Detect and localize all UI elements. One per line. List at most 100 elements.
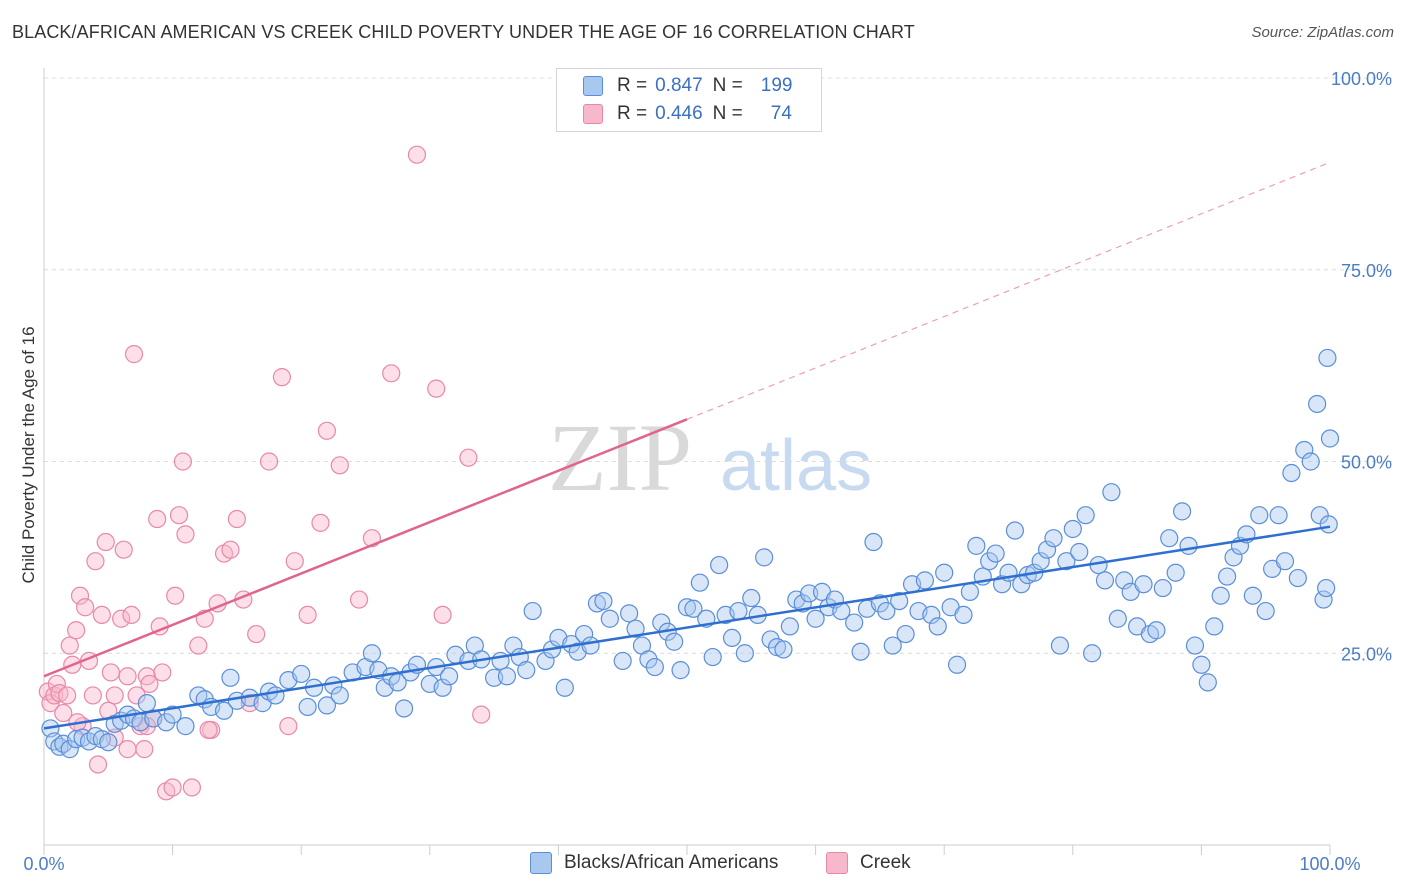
creek-point — [118, 740, 137, 759]
creek-point — [349, 590, 369, 609]
black-point — [1282, 463, 1301, 483]
black-point — [163, 705, 182, 724]
creek-point — [298, 605, 317, 625]
black-point — [690, 573, 709, 592]
black-point — [851, 642, 870, 661]
creek-point — [272, 368, 292, 387]
legend-n-label: N = — [712, 75, 743, 96]
y-tick-label: 25.0% — [1341, 644, 1392, 664]
legend-swatch-black — [583, 76, 603, 96]
black-point — [1275, 552, 1295, 571]
black-point — [394, 699, 414, 718]
creek-point — [70, 586, 90, 605]
bottom-legend-label-creek: Creek — [860, 852, 911, 873]
black-point — [954, 605, 973, 625]
creek-point — [259, 452, 279, 471]
source-label: Source: ZipAtlas.com — [1251, 24, 1394, 41]
black-point — [1147, 621, 1166, 640]
black-point — [497, 667, 517, 686]
black-point — [1250, 506, 1269, 525]
black-point — [896, 624, 915, 644]
creek-point — [407, 145, 427, 164]
black-point — [439, 667, 459, 686]
black-point — [137, 694, 156, 713]
black-point — [986, 544, 1005, 563]
black-point — [176, 717, 195, 736]
black-point — [947, 655, 967, 674]
black-point — [710, 555, 729, 575]
black-point — [1243, 586, 1262, 605]
black-point — [1044, 529, 1063, 548]
black-point — [1308, 394, 1327, 414]
black-point — [1295, 440, 1314, 460]
black-point — [1050, 636, 1070, 655]
black-point — [935, 563, 954, 582]
creek-point — [101, 663, 120, 682]
creek-point — [279, 717, 298, 736]
creek-point — [227, 509, 246, 529]
creek-point — [114, 540, 133, 559]
black-point — [1198, 673, 1217, 692]
black-point — [1288, 568, 1307, 588]
creek-point — [433, 605, 452, 625]
creek-point — [86, 552, 105, 571]
black-point — [677, 598, 697, 617]
black-point — [613, 651, 632, 671]
black-point — [915, 571, 935, 590]
black-point — [883, 636, 902, 655]
black-point — [600, 609, 619, 628]
black-point — [1005, 521, 1025, 540]
black-point — [214, 701, 234, 720]
black-point — [1134, 575, 1153, 594]
legend-row-creek: R = 0.446 N = 74 — [583, 101, 802, 127]
creek-point — [118, 667, 137, 686]
creek-point — [311, 513, 330, 532]
black-point — [1173, 502, 1192, 521]
creek-point — [221, 540, 240, 559]
black-point — [1166, 563, 1185, 582]
black-point — [1108, 609, 1127, 628]
black-point — [292, 664, 311, 684]
watermark-atlas: atlas — [720, 426, 872, 506]
x-tick-label: 100.0% — [1299, 854, 1360, 874]
black-point — [729, 601, 748, 621]
black-point — [1211, 586, 1230, 605]
creek-point — [173, 452, 192, 471]
y-axis-label: Child Poverty Under the Age of 16 — [19, 326, 38, 583]
black-point — [60, 740, 79, 759]
y-tick-label: 100.0% — [1331, 69, 1392, 89]
bottom-legend-black: Blacks/African Americans — [530, 852, 778, 874]
creek-point — [140, 674, 159, 694]
creek-point — [163, 778, 182, 797]
black-point — [774, 640, 793, 659]
creek-point — [182, 778, 201, 797]
black-point — [1269, 506, 1288, 525]
black-point — [1256, 601, 1275, 621]
black-point — [221, 668, 240, 687]
black-point — [684, 599, 703, 618]
legend-n-value: 74 — [770, 103, 792, 124]
black-point — [1082, 644, 1102, 663]
black-point — [665, 632, 684, 651]
creek-point — [67, 621, 86, 640]
creek-trend-extension — [686, 161, 1331, 420]
black-point — [645, 657, 664, 677]
black-point — [1314, 590, 1333, 609]
bottom-legend-creek: Creek — [826, 852, 911, 874]
black-point — [671, 661, 690, 680]
creek-point — [60, 636, 79, 655]
black-point — [298, 697, 317, 717]
black-point — [1031, 552, 1050, 571]
creek-point — [166, 586, 185, 605]
creek-point — [247, 624, 266, 644]
black-point — [877, 601, 896, 621]
black-point — [317, 696, 337, 715]
black-point — [1205, 617, 1224, 636]
legend-n-label: N = — [712, 103, 743, 124]
black-point — [1115, 571, 1134, 590]
black-point — [755, 548, 774, 567]
black-point — [1070, 542, 1089, 562]
black-point — [735, 644, 754, 663]
creek-point — [127, 686, 146, 705]
black-point — [1076, 506, 1095, 525]
